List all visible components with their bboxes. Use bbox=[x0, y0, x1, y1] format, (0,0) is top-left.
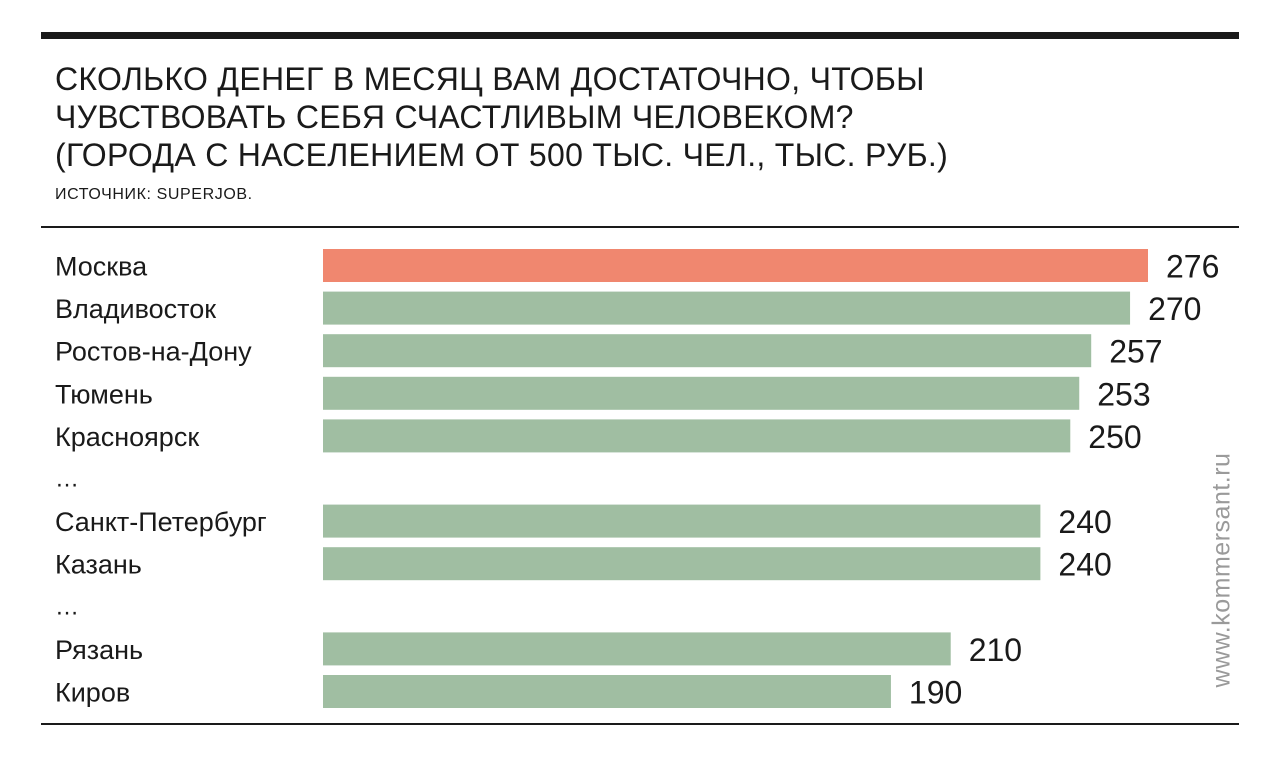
value-label: 240 bbox=[1058, 547, 1111, 583]
bar bbox=[323, 291, 1131, 325]
bottom-rule bbox=[41, 723, 1239, 725]
value-label: 270 bbox=[1148, 291, 1201, 327]
category-label: Владивосток bbox=[55, 294, 216, 324]
bar bbox=[323, 249, 1148, 282]
source-note: ИСТОЧНИК: SUPERJOB. bbox=[55, 186, 253, 203]
row-ellipsis: … bbox=[55, 466, 79, 493]
title-line-3: (ГОРОДА С НАСЕЛЕНИЕМ ОТ 500 ТЫС. ЧЕЛ., Т… bbox=[55, 137, 949, 173]
title-line-2: ЧУВСТВОВАТЬ СЕБЯ СЧАСТЛИВЫМ ЧЕЛОВЕКОМ? bbox=[55, 99, 854, 135]
watermark: www.kommersant.ru bbox=[1207, 452, 1236, 688]
category-label: Красноярск bbox=[55, 422, 199, 452]
bar bbox=[323, 547, 1041, 581]
category-label: Тюмень bbox=[55, 379, 153, 409]
bar bbox=[323, 504, 1041, 538]
title-line-1: СКОЛЬКО ДЕНЕГ В МЕСЯЦ ВАМ ДОСТАТОЧНО, ЧТ… bbox=[55, 61, 925, 97]
value-label: 253 bbox=[1097, 376, 1150, 412]
value-label: 250 bbox=[1088, 419, 1141, 455]
category-label: Киров bbox=[55, 678, 130, 708]
value-label: 210 bbox=[969, 632, 1022, 668]
value-label: 257 bbox=[1109, 334, 1162, 370]
category-label: Москва bbox=[55, 252, 148, 282]
bar bbox=[323, 334, 1092, 368]
category-label: Санкт-Петербург bbox=[55, 507, 267, 537]
category-label: Казань bbox=[55, 550, 142, 580]
bar bbox=[323, 632, 951, 666]
category-label: Ростов-на-Дону bbox=[55, 337, 252, 367]
chart-title: СКОЛЬКО ДЕНЕГ В МЕСЯЦ ВАМ ДОСТАТОЧНО, ЧТ… bbox=[55, 60, 1205, 174]
bar bbox=[323, 419, 1071, 453]
divider-rule bbox=[41, 226, 1239, 228]
value-label: 276 bbox=[1166, 249, 1219, 285]
value-label: 190 bbox=[909, 675, 962, 711]
top-rule bbox=[41, 32, 1239, 39]
bar bbox=[323, 675, 891, 708]
row-ellipsis: … bbox=[55, 593, 79, 620]
category-label: Рязань bbox=[55, 635, 143, 665]
bar bbox=[323, 376, 1080, 410]
value-label: 240 bbox=[1058, 504, 1111, 540]
